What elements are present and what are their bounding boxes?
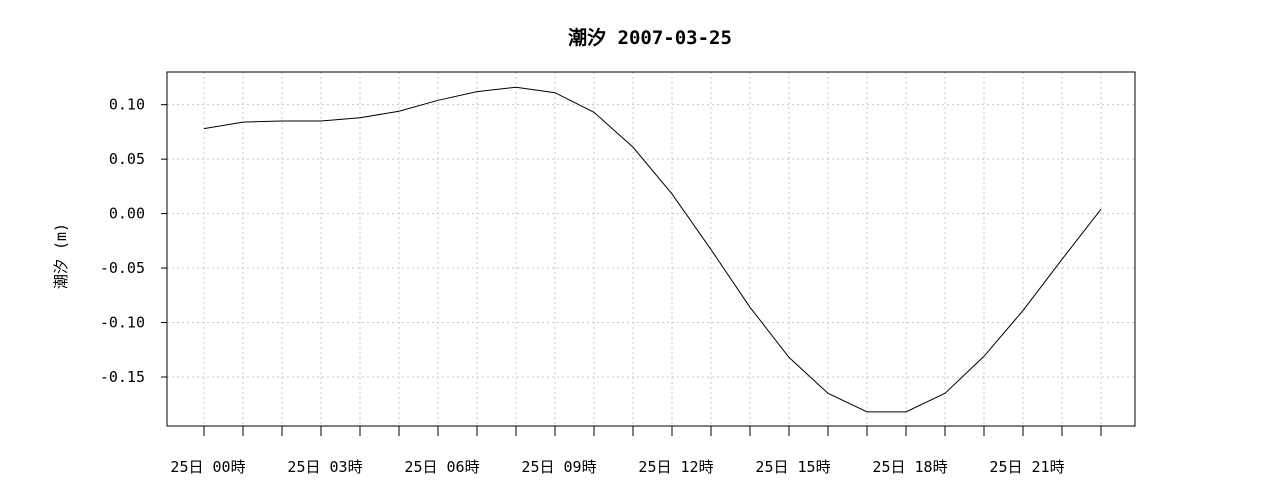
- data-point: [710, 248, 713, 251]
- plot-frame: [166, 71, 1136, 427]
- data-point: [515, 86, 518, 89]
- data-point: [671, 192, 674, 195]
- data-point: [827, 392, 830, 395]
- y-tick-label: -0.10: [100, 314, 145, 332]
- x-tick-label: 25日 03時: [287, 458, 362, 476]
- data-point: [1022, 309, 1025, 312]
- data-point: [905, 410, 908, 413]
- y-tick-label: 0.10: [109, 96, 145, 114]
- chart-title: 潮汐 2007-03-25: [568, 26, 732, 49]
- data-point: [476, 90, 479, 93]
- y-tick-label: 0.00: [109, 205, 145, 223]
- x-tick-label: 25日 00時: [170, 458, 245, 476]
- data-point: [788, 356, 791, 359]
- data-point: [866, 410, 869, 413]
- x-tick-label: 25日 18時: [872, 458, 947, 476]
- data-point: [554, 91, 557, 94]
- data-point: [281, 120, 284, 123]
- x-tick-label: 25日 06時: [404, 458, 479, 476]
- data-point: [632, 146, 635, 149]
- y-tick-label: -0.15: [100, 368, 145, 386]
- data-point: [398, 110, 401, 113]
- x-axis: 25日 00時 25日 03時 25日 06時 25日 09時 25日 12時 25日 1…: [170, 426, 1102, 476]
- data-point: [320, 120, 323, 123]
- data-point: [1061, 258, 1064, 261]
- y-tick-label: -0.05: [100, 259, 145, 277]
- x-tick-label: 25日 21時: [989, 458, 1064, 476]
- x-tick-label: 25日 12時: [638, 458, 713, 476]
- data-points: [203, 86, 1103, 414]
- data-point: [203, 127, 206, 130]
- data-point: [983, 355, 986, 358]
- y-axis: 0.10 0.05 0.00 -0.05 -0.10 -0.15: [100, 96, 167, 386]
- grid: [167, 72, 1135, 426]
- data-point: [593, 111, 596, 114]
- data-point: [1100, 208, 1103, 211]
- series-line: [203, 86, 1102, 413]
- data-point: [437, 99, 440, 102]
- data-point: [242, 121, 245, 124]
- data-point: [359, 116, 362, 119]
- y-axis-label: 潮汐 (m): [52, 223, 70, 289]
- data-point: [944, 392, 947, 395]
- x-tick-label: 25日 09時: [521, 458, 596, 476]
- x-tick-label: 25日 15時: [755, 458, 830, 476]
- data-point: [749, 306, 752, 309]
- y-tick-label: 0.05: [109, 150, 145, 168]
